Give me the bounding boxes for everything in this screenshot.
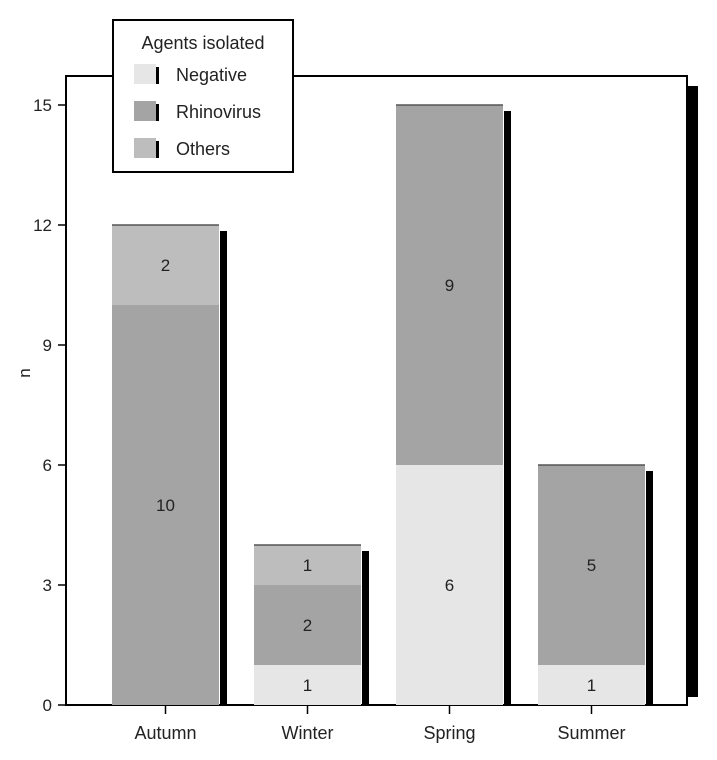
data-label: 1 <box>303 556 312 575</box>
bar-shadow <box>362 551 369 705</box>
y-tick-label: 12 <box>33 216 52 235</box>
x-tick-label: Autumn <box>134 723 196 743</box>
legend-swatch-shadow <box>156 141 159 158</box>
legend-swatch-shadow <box>156 67 159 84</box>
data-label: 1 <box>587 676 596 695</box>
legend-title: Agents isolated <box>141 33 264 53</box>
data-label: 10 <box>156 496 175 515</box>
data-label: 6 <box>445 576 454 595</box>
data-label: 2 <box>161 256 170 275</box>
legend-label: Others <box>176 139 230 159</box>
y-tick-label: 3 <box>43 576 52 595</box>
bar-segment-negative <box>538 665 645 705</box>
bars-layer: 10 2 1 2 1 6 9 1 5 <box>112 104 653 705</box>
bar-segment-negative <box>254 665 361 705</box>
data-label: 2 <box>303 616 312 635</box>
legend-swatch-shadow <box>156 104 159 121</box>
legend-swatch <box>134 101 156 121</box>
y-tick-label: 6 <box>43 456 52 475</box>
y-tick-label: 0 <box>43 696 52 715</box>
legend-label: Rhinovirus <box>176 102 261 122</box>
bar-shadow <box>504 111 511 705</box>
bar-segment-negative <box>396 465 503 705</box>
plot-frame-shadow <box>687 86 698 697</box>
data-label: 5 <box>587 556 596 575</box>
x-tick-label: Winter <box>281 723 333 743</box>
y-tick-label: 9 <box>43 336 52 355</box>
bar-shadow <box>220 231 227 705</box>
y-tick-label: 15 <box>33 96 52 115</box>
legend-swatch <box>134 64 156 84</box>
data-label: 1 <box>303 676 312 695</box>
bar-segment-rhinovirus <box>396 105 503 465</box>
x-tick-label: Summer <box>557 723 625 743</box>
y-axis-title: n <box>15 368 34 377</box>
bar-segment-rhinovirus <box>112 305 219 705</box>
bar-segment-others <box>112 225 219 305</box>
bar-segment-rhinovirus <box>254 585 361 665</box>
bar-segment-others <box>254 545 361 585</box>
legend-swatch <box>134 138 156 158</box>
legend-items: Negative Rhinovirus Others <box>134 64 261 159</box>
bar-segment-rhinovirus <box>538 465 645 665</box>
bar-shadow <box>646 471 653 705</box>
legend-label: Negative <box>176 65 247 85</box>
x-tick-label: Spring <box>423 723 475 743</box>
data-label: 9 <box>445 276 454 295</box>
legend: Agents isolated Negative Rhinovirus Others <box>112 19 294 173</box>
